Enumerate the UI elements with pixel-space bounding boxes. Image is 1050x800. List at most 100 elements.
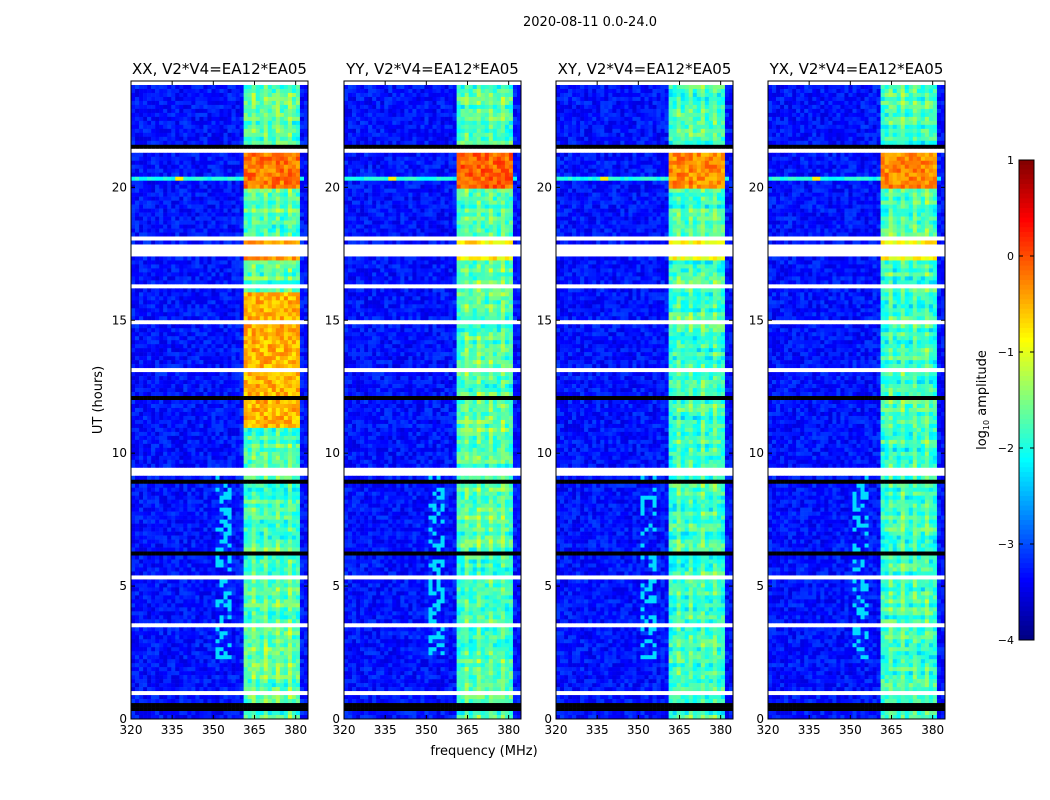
heatmap-cell: [207, 292, 211, 296]
heatmap-cell: [244, 233, 248, 237]
heatmap-cell: [207, 492, 211, 496]
heatmap-cell: [207, 89, 211, 93]
heatmap-cell: [143, 492, 147, 496]
heatmap-cell: [240, 500, 244, 504]
heatmap-cell: [207, 424, 211, 428]
heatmap-cell: [256, 125, 260, 129]
heatmap-cell: [191, 217, 195, 221]
heatmap-cell: [276, 304, 280, 308]
heatmap-cell: [236, 488, 240, 492]
heatmap-cell: [272, 264, 276, 268]
heatmap-cell: [276, 332, 280, 336]
heatmap-cell: [159, 516, 163, 520]
heatmap-cell: [220, 201, 224, 205]
heatmap-cell: [175, 237, 179, 241]
heatmap-cell: [240, 93, 244, 97]
heatmap-cell: [131, 428, 135, 432]
heatmap-cell: [159, 181, 163, 185]
heatmap-cell: [135, 165, 139, 169]
heatmap-cell: [159, 388, 163, 392]
heatmap-cell: [232, 400, 236, 404]
heatmap-cell: [159, 524, 163, 528]
heatmap-cell: [195, 133, 199, 137]
heatmap-cell: [296, 444, 300, 448]
heatmap-cell: [300, 416, 304, 420]
heatmap-cell: [159, 436, 163, 440]
heatmap-cell: [143, 145, 147, 149]
heatmap-cell: [292, 189, 296, 193]
heatmap-cell: [292, 288, 296, 292]
heatmap-cell: [167, 197, 171, 201]
heatmap-cell: [268, 85, 272, 89]
heatmap-cell: [167, 264, 171, 268]
heatmap-cell: [228, 161, 232, 165]
heatmap-cell: [300, 81, 304, 85]
heatmap-cell: [268, 97, 272, 101]
heatmap-cell: [179, 105, 183, 109]
heatmap-cell: [179, 400, 183, 404]
heatmap-cell: [163, 276, 167, 280]
heatmap-cell: [143, 133, 147, 137]
heatmap-cell: [276, 460, 280, 464]
heatmap-cell: [248, 348, 252, 352]
heatmap-cell: [159, 205, 163, 209]
heatmap-cell: [260, 153, 264, 157]
heatmap-cell: [131, 177, 135, 181]
heatmap-cell: [183, 428, 187, 432]
heatmap-cell: [260, 324, 264, 328]
heatmap-cell: [240, 372, 244, 376]
heatmap-cell: [280, 396, 284, 400]
heatmap-cell: [175, 460, 179, 464]
heatmap-cell: [215, 340, 219, 344]
heatmap-cell: [135, 125, 139, 129]
heatmap-cell: [284, 105, 288, 109]
heatmap-cell: [244, 508, 248, 512]
heatmap-cell: [199, 380, 203, 384]
heatmap-cell: [171, 292, 175, 296]
heatmap-cell: [179, 181, 183, 185]
heatmap-cell: [224, 109, 228, 113]
heatmap-cell: [179, 424, 183, 428]
heatmap-cell: [187, 376, 191, 380]
heatmap-cell: [155, 237, 159, 241]
heatmap-cell: [276, 221, 280, 225]
heatmap-cell: [191, 368, 195, 372]
heatmap-cell: [220, 260, 224, 264]
heatmap-cell: [187, 85, 191, 89]
heatmap-cell: [203, 436, 207, 440]
heatmap-cell: [296, 480, 300, 484]
heatmap-cell: [276, 93, 280, 97]
heatmap-cell: [147, 93, 151, 97]
heatmap-cell: [195, 300, 199, 304]
heatmap-cell: [224, 472, 228, 476]
heatmap-cell: [147, 276, 151, 280]
heatmap-cell: [244, 276, 248, 280]
heatmap-cell: [240, 388, 244, 392]
heatmap-cell: [179, 193, 183, 197]
heatmap-cell: [203, 105, 207, 109]
heatmap-cell: [207, 201, 211, 205]
heatmap-cell: [183, 520, 187, 524]
heatmap-cell: [296, 129, 300, 133]
heatmap-cell: [215, 133, 219, 137]
heatmap-cell: [187, 344, 191, 348]
heatmap-cell: [163, 292, 167, 296]
heatmap-cell: [240, 280, 244, 284]
heatmap-cell: [260, 133, 264, 137]
heatmap-cell: [260, 233, 264, 237]
heatmap-cell: [256, 308, 260, 312]
heatmap-cell: [252, 508, 256, 512]
heatmap-cell: [159, 392, 163, 396]
heatmap-cell: [240, 193, 244, 197]
heatmap-cell: [276, 444, 280, 448]
heatmap-cell: [268, 392, 272, 396]
heatmap-cell: [236, 272, 240, 276]
heatmap-cell: [151, 157, 155, 161]
heatmap-cell: [244, 137, 248, 141]
heatmap-cell: [135, 256, 139, 260]
heatmap-cell: [211, 296, 215, 300]
heatmap-cell: [195, 276, 199, 280]
heatmap-cell: [244, 252, 248, 256]
heatmap-cell: [276, 185, 280, 189]
heatmap-cell: [167, 209, 171, 213]
